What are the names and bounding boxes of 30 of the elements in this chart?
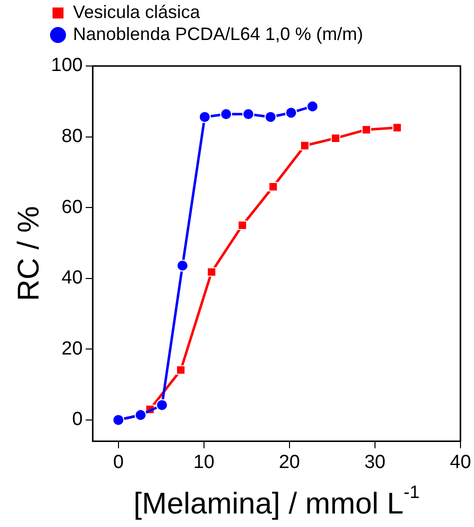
legend-label: Vesicula clásica <box>73 2 202 22</box>
x-tick-label: 0 <box>113 452 124 473</box>
point <box>264 110 277 123</box>
y-axis-title: RC / % <box>12 206 46 302</box>
point <box>176 365 186 375</box>
point <box>242 108 254 120</box>
y-tick-label: 40 <box>62 268 83 289</box>
y-tick-label: 60 <box>62 196 83 218</box>
point <box>300 140 310 150</box>
point <box>268 182 278 192</box>
x-tick-label: 40 <box>450 452 472 473</box>
point <box>330 133 340 143</box>
y-tick-label: 0 <box>72 409 83 430</box>
point <box>362 124 372 134</box>
y-tick-label: 20 <box>62 338 83 360</box>
point <box>306 100 318 112</box>
point <box>206 267 216 277</box>
x-tick-label: 10 <box>193 452 214 473</box>
point <box>392 122 402 132</box>
y-tick-label: 100 <box>51 55 83 76</box>
point <box>220 108 232 120</box>
x-tick-label: 20 <box>278 452 300 473</box>
legend-label: Nanoblenda PCDA/L64 1,0 % (m/m) <box>73 24 364 44</box>
point <box>198 110 211 123</box>
point <box>156 399 168 412</box>
point <box>285 106 298 119</box>
y-tick-label: 80 <box>62 126 83 148</box>
point <box>238 220 248 230</box>
point <box>176 260 188 272</box>
x-tick-label: 30 <box>364 452 386 473</box>
